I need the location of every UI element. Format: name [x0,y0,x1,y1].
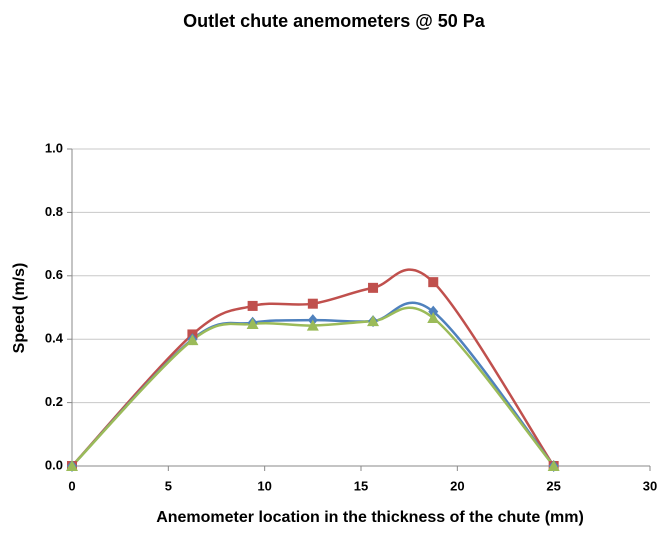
marker [186,334,199,346]
x-tick-label: 5 [165,478,172,493]
y-axis-label: Speed (m/s) [11,263,28,354]
y-tick-label: 0.4 [45,331,64,346]
y-tick-label: 0.2 [45,394,63,409]
y-tick-label: 1.0 [45,140,63,155]
x-tick-label: 10 [257,478,271,493]
series-line [71,306,555,467]
chart-title: Outlet chute anemometers @ 50 Pa [183,11,486,31]
marker [428,277,439,288]
marker [368,282,379,293]
x-axis-label: Anemometer location in the thickness of … [156,509,584,526]
marker [547,460,560,471]
marker [246,317,259,329]
x-tick-label: 25 [546,478,560,493]
marker [307,298,318,309]
y-tick-label: 0.6 [45,267,63,282]
marker [306,319,319,331]
marker [367,315,380,327]
x-tick-label: 0 [68,478,75,493]
x-tick-label: 15 [354,478,368,493]
y-tick-label: 0.0 [45,457,63,472]
x-tick-label: 20 [450,478,464,493]
marker [66,460,78,471]
marker [428,305,439,318]
x-tick-label: 30 [643,478,657,493]
marker [247,300,258,311]
y-tick-label: 0.8 [45,204,63,219]
marker [427,311,440,323]
